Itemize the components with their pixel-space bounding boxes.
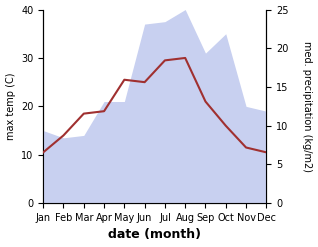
Y-axis label: med. precipitation (kg/m2): med. precipitation (kg/m2) bbox=[302, 41, 313, 172]
Y-axis label: max temp (C): max temp (C) bbox=[5, 73, 16, 140]
X-axis label: date (month): date (month) bbox=[108, 228, 201, 242]
